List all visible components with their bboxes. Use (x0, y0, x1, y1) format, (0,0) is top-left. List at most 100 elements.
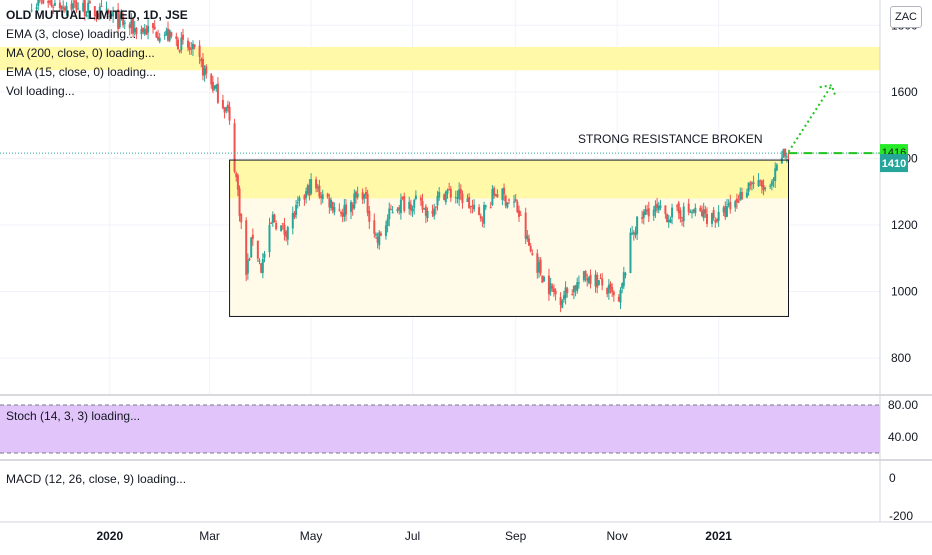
price-tick-label: 800 (891, 351, 911, 365)
candle-body (333, 207, 335, 212)
price-tick-label: 1000 (891, 285, 918, 299)
candle-body (367, 194, 369, 213)
candle-body (345, 205, 347, 215)
candle-body (234, 123, 236, 171)
candle-body (473, 205, 475, 210)
candle-body (194, 45, 196, 47)
candle-body (420, 198, 422, 201)
candle-body (784, 149, 786, 157)
price-tick-label: 1600 (891, 85, 918, 99)
projection-arrow-line[interactable] (789, 85, 832, 152)
candle-body (746, 192, 748, 197)
candle-body (598, 280, 600, 285)
candle-body (764, 188, 766, 189)
candle-body (520, 215, 522, 216)
candle-body (738, 201, 740, 203)
candle-body (460, 189, 462, 194)
legend-ema15[interactable]: EMA (15, close, 0) loading... (6, 63, 188, 82)
candle-body (753, 182, 755, 184)
candle-body (373, 220, 375, 233)
candle-body (781, 158, 783, 164)
candle-body (691, 212, 693, 213)
stoch-tick-label: 80.00 (888, 398, 918, 412)
candle-body (483, 205, 485, 224)
candle-body (540, 260, 542, 274)
time-tick-label: Nov (606, 529, 627, 543)
candle-body (199, 46, 201, 57)
candle-body (480, 216, 482, 219)
candle-body (390, 209, 392, 210)
currency-label: ZAC (895, 11, 917, 23)
candle-body (769, 186, 771, 187)
candle-body (298, 198, 300, 201)
candle-body (450, 189, 452, 198)
candle-body (490, 207, 492, 208)
candle-body (250, 237, 252, 257)
candle-body (282, 223, 284, 224)
candle-body (375, 234, 377, 235)
candle-body (624, 274, 626, 276)
candle-body (713, 210, 715, 218)
candle-body (222, 100, 224, 108)
candle-body (437, 196, 439, 205)
candle-body (496, 194, 498, 197)
candle-body (388, 209, 390, 220)
candle-body (270, 223, 272, 224)
candle-body (461, 194, 463, 203)
candle-body (403, 196, 405, 211)
time-tick-label: May (300, 529, 323, 543)
candle-body (37, 0, 39, 6)
candle-body (506, 202, 508, 207)
candle-body (611, 287, 613, 292)
projection-arrow-head (820, 85, 836, 97)
candle-body (530, 246, 532, 251)
candle-body (786, 156, 788, 157)
symbol-title[interactable]: OLD MUTUAL LIMITED, 1D, JSE (6, 6, 188, 25)
time-tick-label: 2021 (705, 529, 732, 543)
candle-body (385, 225, 387, 236)
candle-body (259, 261, 261, 262)
candle-body (729, 202, 731, 209)
candle-body (380, 233, 382, 235)
candle-body (297, 202, 299, 203)
candle-body (718, 212, 720, 221)
candle-body (515, 199, 517, 201)
candle-body (763, 185, 765, 190)
candle-body (89, 1, 91, 3)
time-tick-label: Mar (199, 529, 220, 543)
candle-body (262, 259, 264, 273)
candle-body (237, 175, 239, 189)
candle-body (427, 211, 429, 218)
candle-body (561, 301, 563, 308)
candle-body (310, 179, 312, 194)
macd-legend[interactable]: MACD (12, 26, close, 9) loading... (6, 470, 186, 489)
legend-vol[interactable]: Vol loading... (6, 82, 188, 101)
macd-tick-label: -200 (889, 509, 913, 523)
candle-body (438, 192, 440, 197)
candle-body (629, 233, 631, 273)
candle-body (671, 208, 673, 218)
currency-badge[interactable]: ZAC (890, 6, 922, 28)
candle-body (252, 235, 254, 239)
candle-body (566, 288, 568, 293)
candle-body (578, 283, 580, 284)
candle-body (229, 107, 231, 120)
candle-body (327, 194, 329, 198)
time-tick-label: Sep (505, 529, 527, 543)
candle-body (257, 241, 259, 259)
candle-body (42, 0, 44, 3)
resistance-annotation: STRONG RESISTANCE BROKEN (578, 132, 762, 146)
legend-ma200[interactable]: MA (200, close, 0) loading... (6, 44, 188, 63)
candle-body (205, 66, 207, 74)
candle-body (619, 290, 621, 303)
main-legend: OLD MUTUAL LIMITED, 1D, JSE EMA (3, clos… (6, 6, 188, 101)
price-axis: 800100012001400160018001416141080.0040.0… (880, 0, 918, 523)
candle-body (664, 205, 666, 213)
stoch-legend[interactable]: Stoch (14, 3, 3) loading... (6, 407, 140, 426)
candle-body (679, 210, 681, 219)
legend-ema3[interactable]: EMA (3, close) loading... (6, 25, 188, 44)
candle-body (415, 196, 417, 200)
candle-body (412, 209, 414, 212)
candle-body (287, 227, 289, 240)
